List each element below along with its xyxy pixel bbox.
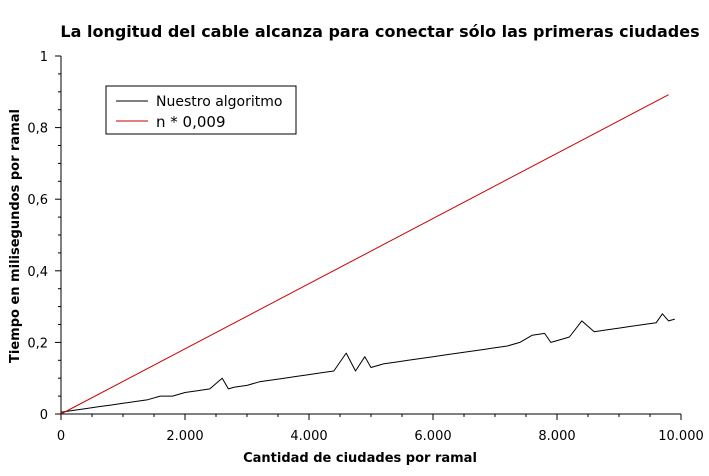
x-axis-label: Cantidad de ciudades por ramal	[243, 451, 477, 466]
y-tick-label: 0	[40, 408, 48, 423]
legend-label-n-times-0009: n * 0,009	[156, 113, 226, 131]
x-tick-label: 0	[57, 429, 65, 444]
y-tick-label: 0,8	[27, 122, 48, 137]
series-line-n-times-0009	[60, 94, 669, 415]
x-tick-label: 8.000	[538, 429, 575, 444]
tick-labels: 0 2.000 4.000 6.000 8.000 10.000 0 0,2 0,4 0,6 0,8…	[27, 50, 703, 444]
y-tick-label: 0,2	[27, 336, 48, 351]
legend-box	[105, 85, 297, 135]
legend: Nuestro algoritmo n * 0,009	[105, 85, 297, 135]
x-tick-label: 10.000	[658, 429, 704, 444]
y-tick-label: 1	[40, 50, 48, 65]
chart-title: La longitud del cable alcanza para conec…	[60, 22, 699, 41]
y-axis-label: Tiempo en milisegundos por ramal	[8, 109, 23, 363]
x-tick-label: 2.000	[166, 429, 203, 444]
y-tick-label: 0,6	[27, 193, 48, 208]
ticks	[55, 55, 682, 420]
legend-label-nuestro-algoritmo: Nuestro algoritmo	[156, 94, 282, 110]
series-layer	[60, 94, 675, 415]
series-line-nuestro-algoritmo	[60, 313, 675, 413]
x-tick-label: 6.000	[414, 429, 451, 444]
x-tick-label: 4.000	[290, 429, 327, 444]
y-tick-label: 0,4	[27, 265, 48, 280]
